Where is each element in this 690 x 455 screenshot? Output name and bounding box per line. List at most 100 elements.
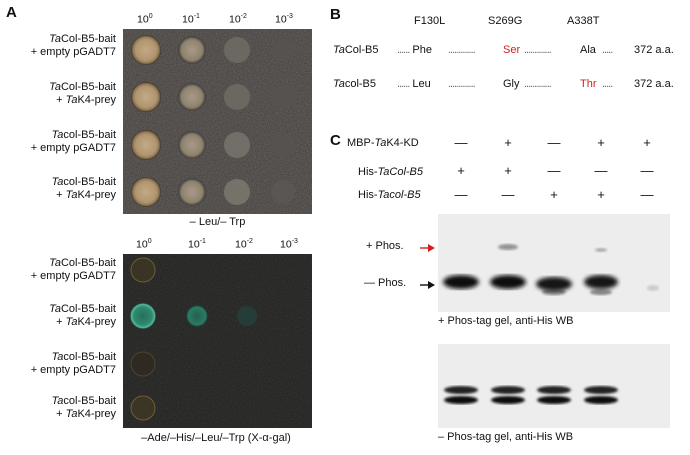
- colony-r1-c2: [178, 36, 206, 64]
- band-lane3: [536, 277, 572, 291]
- sequence-dots: .............: [524, 78, 552, 90]
- colony-r4-c3: [224, 179, 250, 205]
- dilution-label-b3: 10-2: [235, 238, 253, 251]
- strain-label-b-row3: Tacol-B5-bait + empty pGADT7: [30, 351, 116, 376]
- dilution-label-b4: 10-3: [280, 238, 298, 251]
- strain-label-row2: TaCol-B5-bait + TaK4-prey: [49, 81, 116, 106]
- sign-r2-l5: —: [640, 163, 654, 178]
- panel-a-letter: A: [6, 4, 17, 21]
- colony-r1-c3: [224, 37, 250, 63]
- residue-t338: Thr: [580, 78, 597, 90]
- dilution-label-b2: 10-1: [188, 238, 206, 251]
- mutation-s269g: S269G: [488, 15, 523, 27]
- colony-r2-c1: [131, 82, 161, 112]
- colony-r2-c2: [178, 83, 206, 111]
- sign-r2-l3: —: [547, 163, 561, 178]
- sign-r3-l2: —: [501, 187, 515, 202]
- sequence-length-1: 372 a.a.: [634, 44, 674, 56]
- colony-b-r2-c2: [186, 305, 208, 327]
- panel-c-letter: C: [330, 132, 341, 149]
- band-b-lane3-upper: [537, 386, 571, 394]
- strain-label-row3: Tacol-B5-bait + empty pGADT7: [30, 129, 116, 154]
- sequence-label-tacol-b5-mutant: Tacol-B5: [333, 78, 377, 90]
- sign-r1-l4: +: [597, 135, 605, 150]
- plus-phos-label: + Phos.: [366, 240, 404, 252]
- red-arrow-icon: [420, 244, 435, 252]
- band-b-lane2-lower: [491, 396, 525, 404]
- mutation-f130l: F130L: [414, 15, 446, 27]
- sign-r2-l1: +: [457, 163, 465, 178]
- sign-r1-l2: +: [504, 135, 512, 150]
- band-lane1: [443, 275, 479, 289]
- strain-label-b-row2: TaCol-B5-bait + TaK4-prey: [49, 303, 116, 328]
- colony-r3-c2: [178, 131, 206, 159]
- colony-b-r2-c3: [237, 306, 257, 326]
- strain-label-row1: TaCol-B5-bait + empty pGADT7: [30, 33, 116, 58]
- colony-r2-c3: [224, 84, 250, 110]
- sequence-dots: .............: [448, 44, 476, 56]
- band-lane4: [584, 275, 618, 289]
- colony-r2-c4: [271, 85, 295, 109]
- top-gel-caption: + Phos-tag gel, anti-His WB: [438, 315, 574, 327]
- strain-label-b-row4: Tacol-B5-bait + TaK4-prey: [51, 395, 116, 420]
- plate-leu-trp-caption: – Leu/– Trp: [189, 216, 246, 228]
- sign-r1-l1: —: [454, 135, 468, 150]
- western-blot-no-phos-tag: [438, 344, 670, 428]
- colony-r4-c4: [271, 180, 295, 204]
- colony-b-r2-c1: [130, 303, 156, 329]
- sign-r3-l4: +: [597, 187, 605, 202]
- band-b-lane3-lower: [537, 396, 571, 404]
- sign-r2-l2: +: [504, 163, 512, 178]
- residue-a338: Ala: [580, 44, 596, 56]
- sign-r3-l5: —: [640, 187, 654, 202]
- colony-r3-c4: [271, 133, 295, 157]
- colony-b-r4-c1: [130, 395, 156, 421]
- panel-b-letter: B: [330, 6, 341, 23]
- strain-label-b-row1: TaCol-B5-bait + empty pGADT7: [30, 257, 116, 282]
- sign-r3-l3: +: [550, 187, 558, 202]
- condition-label-mbp-tak4-kd: MBP-TaK4-KD: [347, 137, 419, 149]
- plate-ade-his-leu-trp: [123, 254, 312, 428]
- sign-r2-l4: —: [594, 163, 608, 178]
- plate-ade-his-caption: –Ade/–His/–Leu/–Trp (X-α-gal): [141, 432, 291, 444]
- mutation-a338t: A338T: [567, 15, 600, 27]
- band-b-lane4-lower: [584, 396, 618, 404]
- colony-r4-c1: [131, 177, 161, 207]
- black-arrow-icon: [420, 281, 435, 289]
- residue-s269: Ser: [503, 44, 521, 56]
- band-b-lane4-upper: [584, 386, 618, 394]
- sequence-length-2: 372 a.a.: [634, 78, 674, 90]
- band-lane5: [647, 285, 659, 291]
- sign-r1-l3: —: [547, 135, 561, 150]
- colony-r4-c2: [178, 178, 206, 206]
- sign-r1-l5: +: [643, 135, 651, 150]
- dilution-label-2: 10-1: [182, 13, 200, 26]
- band-lane2: [490, 275, 526, 289]
- dilution-label-4: 10-3: [275, 13, 293, 26]
- dilution-label-3: 10-2: [229, 13, 247, 26]
- sequence-dots: .....: [602, 78, 613, 90]
- sequence-label-tacol-b5: TaCol-B5: [333, 44, 379, 56]
- western-blot-phos-tag: [438, 214, 670, 312]
- residue-l130: ...... Leu: [397, 78, 431, 90]
- band-b-lane1-upper: [444, 386, 478, 394]
- colony-r1-c4: [271, 38, 295, 62]
- bottom-gel-caption: – Phos-tag gel, anti-His WB: [438, 431, 574, 443]
- dilution-label-1: 100: [137, 13, 153, 26]
- plate-leu-trp: [123, 29, 312, 214]
- sign-r3-l1: —: [454, 187, 468, 202]
- sequence-dots: .............: [524, 44, 552, 56]
- colony-b-r1-c1: [130, 257, 156, 283]
- colony-r3-c1: [131, 130, 161, 160]
- minus-phos-label: — Phos.: [364, 277, 407, 289]
- condition-label-his-tacol-b5-mutant: His-Tacol-B5: [358, 189, 421, 201]
- sequence-dots: .............: [448, 78, 476, 90]
- band-b-lane2-upper: [491, 386, 525, 394]
- band-phos-lane4: [595, 248, 607, 252]
- colony-r3-c3: [224, 132, 250, 158]
- sequence-dots: .....: [602, 44, 613, 56]
- strain-label-row4: Tacol-B5-bait + TaK4-prey: [51, 176, 116, 201]
- condition-label-his-tacol-b5: His-TaCol-B5: [358, 166, 424, 178]
- colony-b-r3-c1: [130, 351, 156, 377]
- residue-g269: Gly: [503, 78, 520, 90]
